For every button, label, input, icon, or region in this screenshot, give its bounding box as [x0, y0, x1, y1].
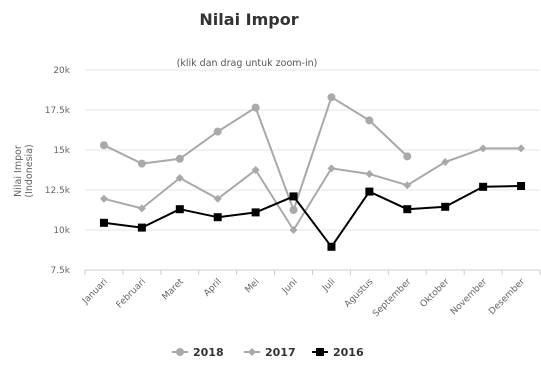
legend-label: 2017 — [265, 346, 296, 359]
x-tick-label: Maret — [161, 277, 187, 303]
series-2018 — [99, 93, 412, 214]
legend-marker-2017 — [248, 348, 256, 356]
data-point-2017[interactable] — [441, 158, 450, 166]
y-tick-label: 7.5k — [50, 266, 70, 276]
chart-title: Nilai Impor — [199, 10, 298, 29]
chart-subtitle: (klik dan drag untuk zoom-in) — [177, 58, 318, 69]
data-point-2018[interactable] — [137, 159, 146, 168]
data-point-2018[interactable] — [213, 127, 222, 136]
y-tick-label: 17.5k — [45, 106, 71, 116]
series-line-2017 — [103, 147, 522, 231]
x-tick-label: Mei — [243, 277, 261, 295]
x-tick-label: Juni — [280, 277, 300, 297]
data-point-2017[interactable] — [365, 170, 374, 178]
data-point-2016[interactable] — [403, 205, 412, 214]
y-axis-label: Nilai Impor(Indonesia) — [13, 144, 35, 197]
data-point-2016[interactable] — [289, 192, 298, 201]
x-tick-label: Februari — [115, 277, 148, 310]
data-point-2017[interactable] — [251, 166, 260, 174]
data-point-2018[interactable] — [327, 93, 336, 102]
grid — [85, 69, 540, 271]
x-tick-label: Desember — [487, 277, 527, 317]
data-point-2017[interactable] — [289, 226, 298, 234]
x-tick-label: September — [371, 277, 413, 319]
data-point-2017[interactable] — [479, 144, 488, 153]
data-point-2017[interactable] — [175, 174, 184, 182]
series-2016 — [99, 182, 526, 251]
data-point-2017[interactable] — [137, 204, 146, 213]
data-point-2016[interactable] — [517, 182, 526, 190]
y-tick-label: 15k — [53, 146, 70, 156]
legend[interactable]: 2018 2017 2016 — [172, 346, 364, 359]
data-point-2018[interactable] — [289, 206, 298, 214]
legend-item-2016[interactable]: 2016 — [312, 346, 364, 359]
legend-item-2017[interactable]: 2017 — [244, 346, 296, 359]
data-point-2016[interactable] — [251, 208, 260, 217]
data-point-2016[interactable] — [441, 202, 450, 211]
data-point-2018[interactable] — [175, 154, 184, 163]
data-point-2016[interactable] — [327, 242, 336, 251]
x-axis-ticks: Januari Februari Maret April Mei Juni Juli Agus… — [80, 269, 541, 319]
data-point-2017[interactable] — [99, 194, 108, 203]
data-point-2016[interactable] — [99, 218, 108, 227]
legend-label: 2018 — [193, 346, 224, 359]
x-tick-label: Agustus — [343, 277, 376, 310]
series-line-2018 — [103, 96, 408, 211]
legend-label: 2016 — [333, 346, 364, 359]
data-point-2018[interactable] — [251, 103, 260, 112]
series-2017 — [99, 144, 526, 234]
series-line-2016 — [103, 185, 522, 248]
data-point-2016[interactable] — [365, 187, 374, 196]
x-tick-label: Januari — [80, 277, 110, 307]
x-tick-label: April — [202, 277, 224, 299]
y-axis-title: Nilai Impor(Indonesia) — [13, 144, 35, 197]
data-point-2017[interactable] — [327, 164, 336, 173]
data-point-2016[interactable] — [137, 223, 146, 232]
x-tick-label: Juli — [320, 277, 337, 294]
data-point-2018[interactable] — [403, 152, 412, 161]
data-point-2016[interactable] — [175, 205, 184, 214]
y-tick-label: 10k — [53, 226, 70, 236]
data-point-2017[interactable] — [403, 181, 412, 190]
data-point-2018[interactable] — [365, 116, 374, 125]
y-axis-ticks: 7.5k 10k 12.5k 15k 17.5k 20k — [45, 66, 71, 276]
data-point-2017[interactable] — [213, 194, 222, 203]
y-tick-label: 12.5k — [45, 186, 71, 196]
y-tick-label: 20k — [53, 66, 70, 76]
legend-marker-2016 — [316, 348, 324, 356]
data-point-2017[interactable] — [517, 144, 526, 153]
series-layer — [99, 93, 526, 251]
legend-marker-2018 — [176, 348, 184, 356]
legend-item-2018[interactable]: 2018 — [172, 346, 224, 359]
data-point-2016[interactable] — [213, 213, 222, 222]
x-tick-label: Oktober — [419, 277, 452, 310]
data-point-2018[interactable] — [99, 141, 108, 150]
data-point-2016[interactable] — [479, 182, 488, 191]
x-tick-label: November — [449, 277, 489, 317]
